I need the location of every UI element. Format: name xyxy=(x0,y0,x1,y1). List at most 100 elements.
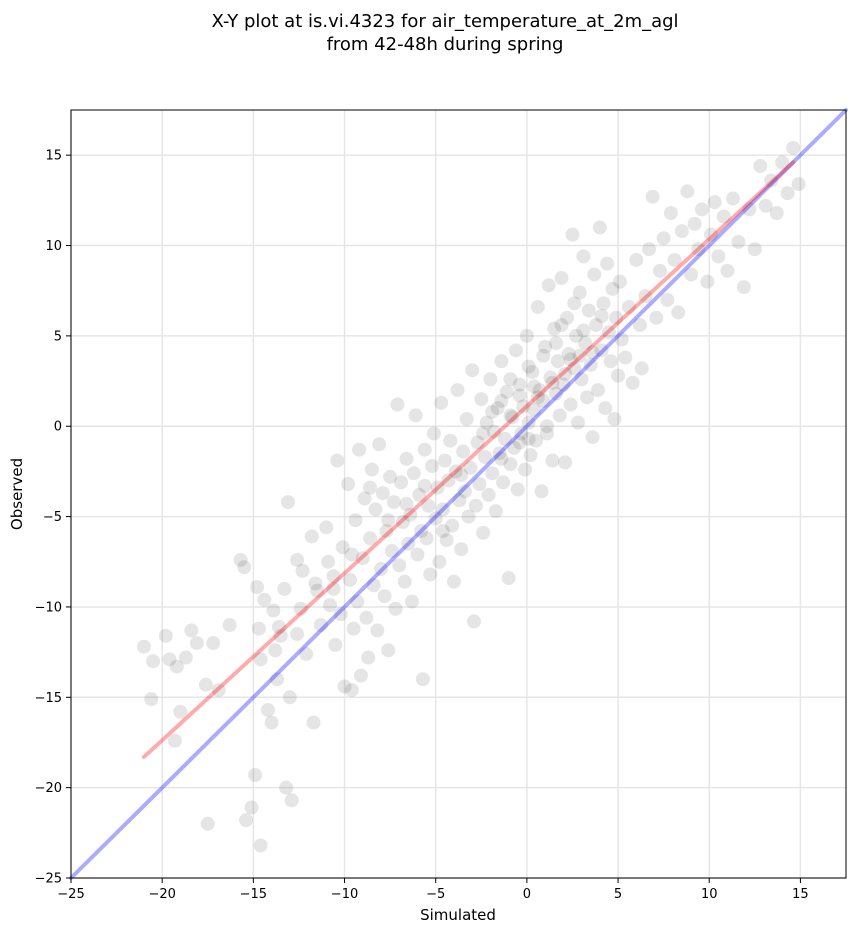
x-tick-label: −25 xyxy=(57,887,84,902)
data-point xyxy=(498,431,512,446)
data-point xyxy=(403,507,418,522)
data-point xyxy=(377,589,392,604)
fit-line xyxy=(141,160,796,759)
data-point xyxy=(476,525,491,540)
data-point xyxy=(510,482,525,497)
data-point xyxy=(580,390,595,405)
data-point xyxy=(257,592,272,607)
data-point xyxy=(158,628,173,643)
data-point xyxy=(328,637,343,652)
data-point xyxy=(614,332,629,347)
data-point xyxy=(725,191,740,206)
y-tick-label: −5 xyxy=(43,510,62,525)
data-point xyxy=(454,542,469,557)
data-point xyxy=(769,206,784,221)
data-point xyxy=(530,390,545,405)
data-point xyxy=(293,601,308,616)
data-point xyxy=(467,614,481,629)
data-point xyxy=(299,646,314,661)
data-point xyxy=(485,404,500,419)
x-tick-label: 0 xyxy=(523,887,531,902)
data-point xyxy=(268,643,283,658)
data-point xyxy=(426,426,441,441)
data-point xyxy=(667,252,682,267)
data-point xyxy=(206,636,221,651)
data-point xyxy=(572,348,587,363)
data-point xyxy=(649,310,664,325)
data-point xyxy=(570,415,585,430)
data-point xyxy=(357,491,372,506)
plot-frame xyxy=(70,109,847,879)
data-point xyxy=(277,581,292,596)
data-point xyxy=(775,155,790,170)
data-point xyxy=(600,256,615,271)
data-point xyxy=(585,345,600,360)
data-point xyxy=(321,554,336,569)
data-point xyxy=(477,449,492,464)
data-point xyxy=(476,426,491,441)
data-point xyxy=(282,690,297,705)
data-point xyxy=(456,444,471,459)
data-point xyxy=(674,224,689,239)
data-point xyxy=(663,206,678,221)
data-point xyxy=(253,652,268,667)
data-point xyxy=(660,292,675,307)
x-tick-label: −5 xyxy=(426,887,445,902)
data-point xyxy=(461,509,476,524)
data-point xyxy=(266,603,281,618)
data-point xyxy=(304,529,319,544)
data-point xyxy=(591,383,605,398)
data-point xyxy=(707,195,722,210)
data-point xyxy=(474,392,489,407)
data-point xyxy=(146,654,161,669)
data-point xyxy=(532,383,547,398)
data-point xyxy=(503,408,518,423)
data-point xyxy=(434,395,449,410)
data-point xyxy=(169,659,184,674)
identity-line xyxy=(69,108,848,880)
data-point xyxy=(521,359,536,374)
data-point xyxy=(463,460,478,475)
data-point xyxy=(184,623,199,638)
data-point xyxy=(736,280,751,295)
data-point xyxy=(381,513,396,528)
data-point xyxy=(479,415,494,430)
data-point xyxy=(494,393,509,408)
data-point xyxy=(425,458,440,473)
data-point xyxy=(556,377,571,392)
data-point xyxy=(468,498,483,513)
data-point xyxy=(558,366,573,381)
data-point xyxy=(525,365,540,380)
data-point xyxy=(237,560,252,575)
data-point xyxy=(167,733,182,748)
data-point xyxy=(545,375,560,390)
data-point xyxy=(720,263,735,278)
data-point xyxy=(308,576,323,591)
data-point xyxy=(578,336,593,351)
data-point xyxy=(567,296,582,311)
data-point xyxy=(521,431,536,446)
data-point xyxy=(470,435,485,450)
data-point xyxy=(572,285,587,300)
data-point xyxy=(366,578,381,593)
data-point xyxy=(539,419,554,434)
data-point xyxy=(494,451,509,466)
data-point xyxy=(253,838,268,853)
axis-ticks: −25 −20 −15 −10 −5 0 5 10 15 −25 −20 −15 −10 −5 0 5 10 15 xyxy=(35,149,809,902)
data-point xyxy=(432,554,447,569)
data-point xyxy=(536,348,551,363)
data-point xyxy=(417,478,432,493)
data-point xyxy=(446,574,461,589)
data-point xyxy=(401,536,416,551)
data-point xyxy=(505,410,520,425)
data-point xyxy=(538,339,553,354)
data-point xyxy=(390,397,405,412)
data-point xyxy=(601,325,616,340)
data-point xyxy=(399,451,414,466)
data-point xyxy=(576,249,591,264)
data-point xyxy=(450,383,465,398)
data-point xyxy=(379,524,394,539)
data-point xyxy=(410,547,425,562)
data-point xyxy=(554,271,569,286)
